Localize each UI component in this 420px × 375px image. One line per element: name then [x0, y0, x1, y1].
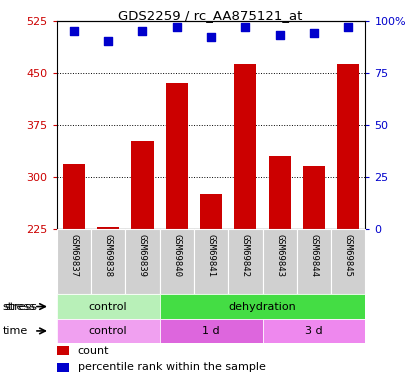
Bar: [262, 319, 365, 343]
Point: [345, 24, 352, 30]
Text: GDS2259 / rc_AA875121_at: GDS2259 / rc_AA875121_at: [118, 9, 302, 22]
Bar: [194, 229, 228, 294]
Text: control: control: [89, 302, 127, 312]
Point: [139, 28, 146, 34]
Bar: [97, 226, 119, 229]
Text: GSM69837: GSM69837: [69, 234, 79, 277]
Text: GSM69845: GSM69845: [344, 234, 353, 277]
Bar: [125, 229, 160, 294]
Bar: [57, 229, 91, 294]
Bar: [91, 229, 125, 294]
Text: GSM69844: GSM69844: [310, 234, 318, 277]
Bar: [297, 229, 331, 294]
Text: stress: stress: [3, 302, 36, 312]
Text: GSM69842: GSM69842: [241, 234, 250, 277]
Point: [105, 38, 112, 44]
Bar: [160, 229, 194, 294]
Bar: [57, 363, 69, 372]
Text: GSM69839: GSM69839: [138, 234, 147, 277]
Point: [208, 34, 215, 40]
Text: 3 d: 3 d: [305, 326, 323, 336]
Point: [310, 30, 318, 36]
Bar: [63, 164, 85, 229]
Bar: [268, 156, 291, 229]
Bar: [331, 229, 365, 294]
Text: count: count: [78, 346, 109, 356]
Bar: [200, 194, 222, 229]
Bar: [131, 141, 154, 229]
Text: stress: stress: [4, 302, 37, 312]
Text: GSM69838: GSM69838: [104, 234, 113, 277]
Point: [276, 32, 283, 38]
Point: [71, 28, 77, 34]
Text: percentile rank within the sample: percentile rank within the sample: [78, 362, 265, 372]
Text: 1 d: 1 d: [202, 326, 220, 336]
Bar: [57, 346, 69, 355]
Bar: [57, 294, 160, 319]
Bar: [262, 229, 297, 294]
Bar: [228, 229, 262, 294]
Text: control: control: [89, 326, 127, 336]
Bar: [57, 319, 160, 343]
Text: GSM69843: GSM69843: [275, 234, 284, 277]
Text: dehydration: dehydration: [228, 302, 297, 312]
Bar: [165, 83, 188, 229]
Text: GSM69840: GSM69840: [172, 234, 181, 277]
Point: [242, 24, 249, 30]
Point: [173, 24, 180, 30]
Bar: [234, 64, 257, 229]
Text: GSM69841: GSM69841: [207, 234, 215, 277]
Bar: [160, 319, 262, 343]
Bar: [337, 64, 360, 229]
Bar: [303, 166, 325, 229]
Text: time: time: [3, 326, 28, 336]
Bar: [160, 294, 365, 319]
